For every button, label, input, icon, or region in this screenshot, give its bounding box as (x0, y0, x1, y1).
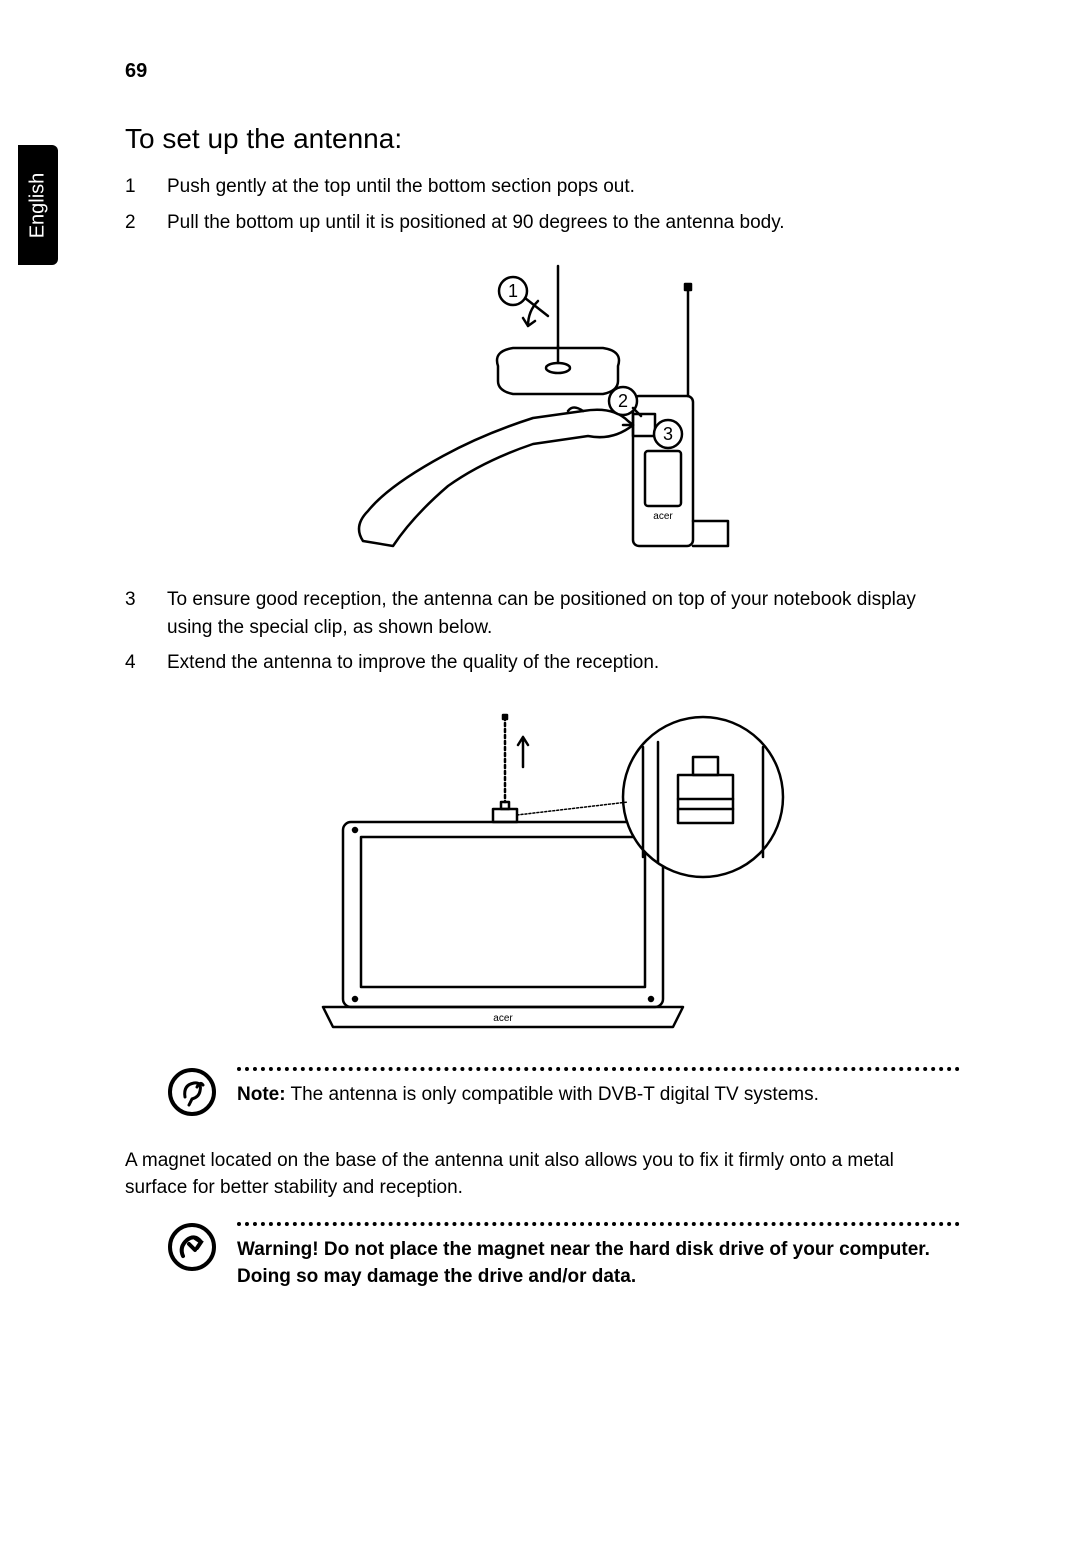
figure-antenna-setup: acer 1 2 3 (333, 256, 753, 556)
step-text: Extend the antenna to improve the qualit… (167, 649, 960, 677)
step-text: To ensure good reception, the antenna ca… (167, 586, 960, 641)
warning-callout: Warning! Do not place the magnet near th… (167, 1222, 960, 1291)
note-callout: Note: The antenna is only compatible wit… (167, 1067, 960, 1127)
step-number: 1 (125, 173, 167, 201)
note-text: Note: The antenna is only compatible wit… (237, 1081, 960, 1109)
magnet-paragraph: A magnet located on the base of the ante… (125, 1147, 960, 1202)
svg-text:acer: acer (653, 511, 673, 522)
language-tab: English (18, 145, 58, 265)
page-content: To set up the antenna: 1 Push gently at … (125, 123, 960, 1291)
step-4: 4 Extend the antenna to improve the qual… (125, 649, 960, 677)
warning-icon (167, 1222, 217, 1272)
step-text: Pull the bottom up until it is positione… (167, 209, 960, 237)
warning-body: Warning! Do not place the magnet near th… (237, 1239, 930, 1288)
steps-block-1: 1 Push gently at the top until the botto… (125, 173, 960, 236)
step-number: 4 (125, 649, 167, 677)
callout-1: 1 (507, 281, 517, 301)
step-2: 2 Pull the bottom up until it is positio… (125, 209, 960, 237)
callout-3: 3 (662, 424, 672, 444)
figure-laptop-clip: acer (283, 697, 803, 1037)
step-number: 2 (125, 209, 167, 237)
callout-2: 2 (617, 391, 627, 411)
note-label: Note: (237, 1084, 286, 1105)
dotted-divider (237, 1222, 960, 1226)
page-number: 69 (125, 60, 960, 83)
steps-block-2: 3 To ensure good reception, the antenna … (125, 586, 960, 677)
note-body: The antenna is only compatible with DVB-… (286, 1084, 819, 1105)
step-text: Push gently at the top until the bottom … (167, 173, 960, 201)
step-3: 3 To ensure good reception, the antenna … (125, 586, 960, 641)
warning-text: Warning! Do not place the magnet near th… (237, 1236, 960, 1291)
dotted-divider (237, 1067, 960, 1071)
section-heading: To set up the antenna: (125, 123, 960, 155)
step-number: 3 (125, 586, 167, 641)
step-1: 1 Push gently at the top until the botto… (125, 173, 960, 201)
language-label: English (27, 172, 50, 238)
svg-text:acer: acer (493, 1013, 513, 1024)
note-icon (167, 1067, 217, 1117)
